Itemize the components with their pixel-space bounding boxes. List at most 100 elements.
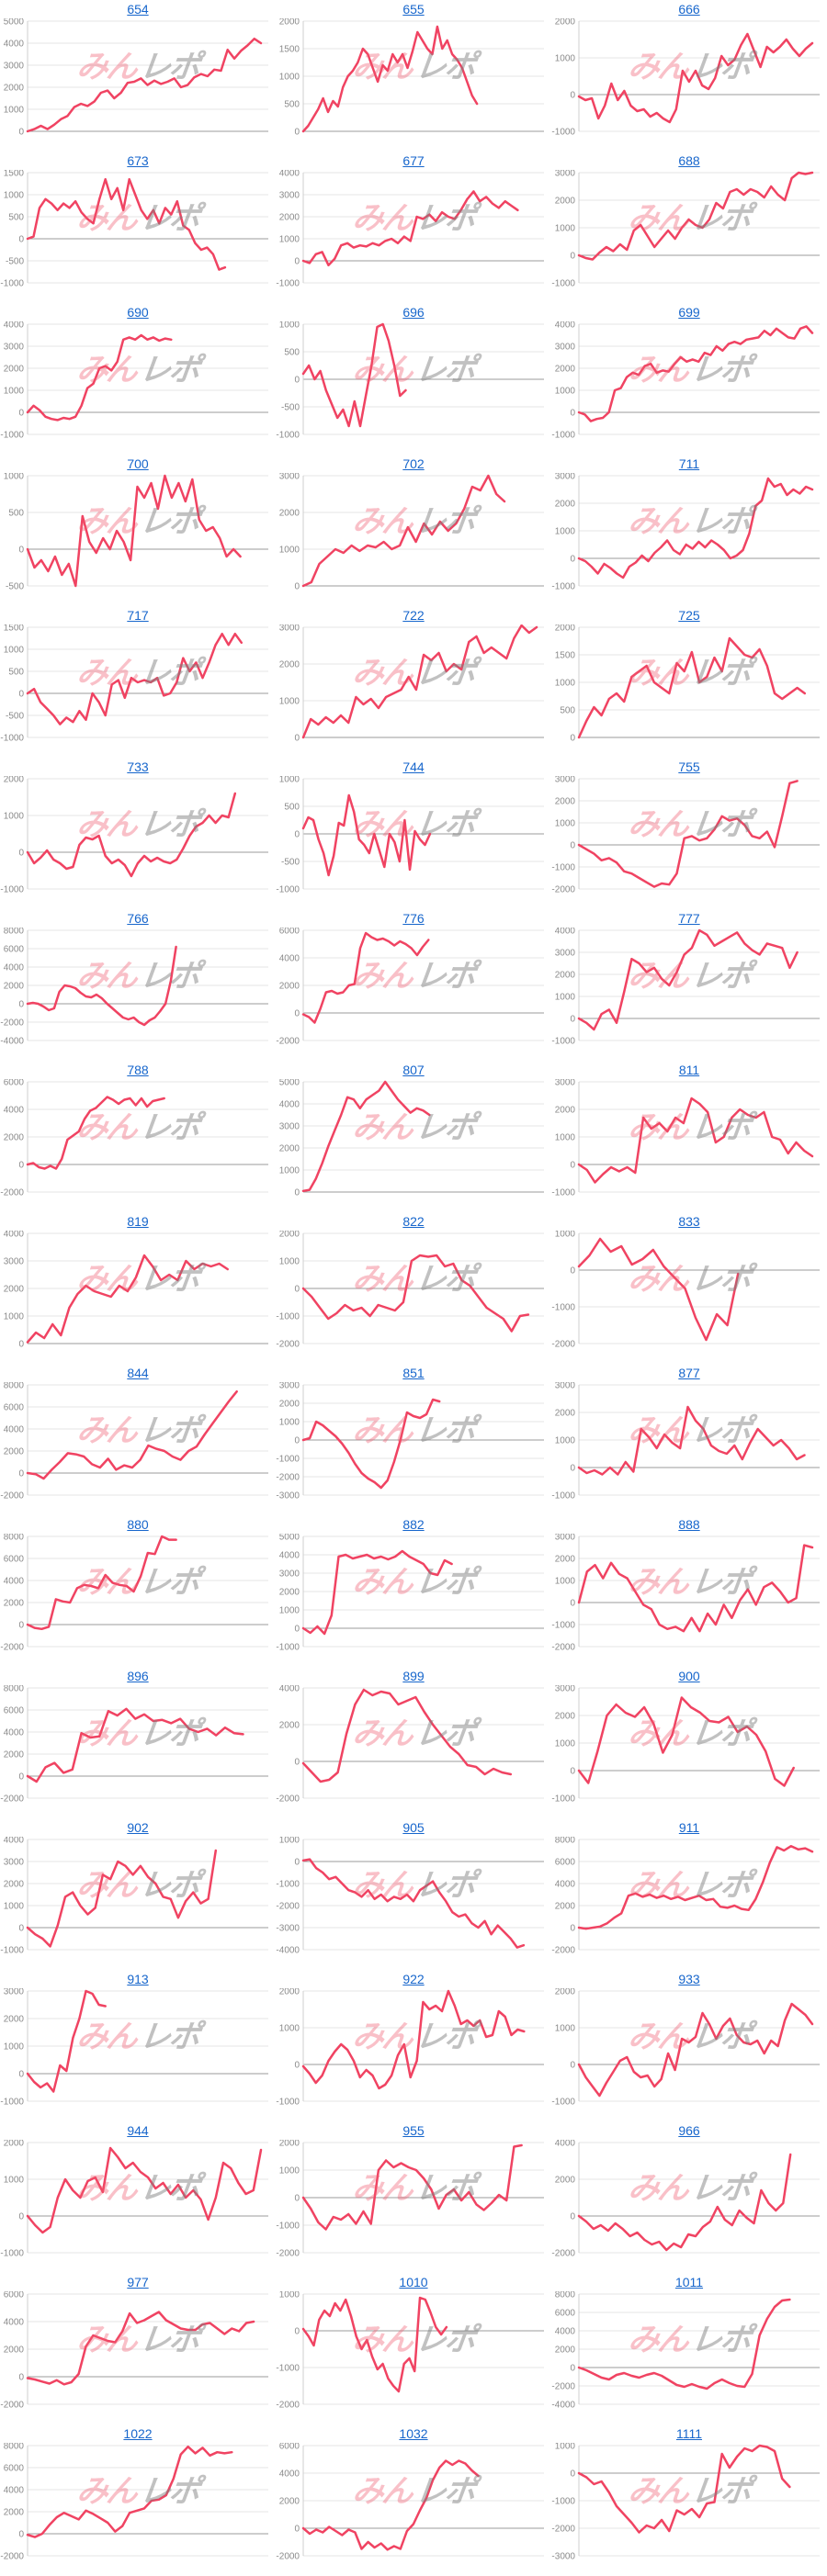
svg-text:0: 0 — [294, 257, 300, 267]
machine-number-link[interactable]: 913 — [127, 1972, 149, 1986]
machine-number-link[interactable]: 819 — [127, 1214, 149, 1229]
machine-number-link[interactable]: 880 — [127, 1517, 149, 1532]
machine-number-link[interactable]: 655 — [402, 2, 425, 17]
machine-number-link[interactable]: 700 — [127, 456, 149, 471]
machine-number-link[interactable]: 905 — [402, 1820, 425, 1835]
machine-chart-cell: 699 -1000 0 1000 2000 3000 4000 みんレポ — [551, 303, 827, 455]
line-chart-svg: -1000 0 1000 2000 — [0, 2140, 268, 2259]
machine-number-link[interactable]: 777 — [678, 911, 700, 926]
machine-number-link[interactable]: 776 — [402, 911, 425, 926]
svg-text:-2000: -2000 — [551, 2525, 575, 2535]
chart-title-row: 722 — [276, 606, 551, 624]
line-chart-svg: -2000 -1000 0 1000 2000 3000 — [551, 1534, 820, 1653]
machine-number-link[interactable]: 902 — [127, 1820, 149, 1835]
machine-number-link[interactable]: 1111 — [675, 2426, 703, 2441]
machine-number-link[interactable]: 1022 — [123, 2426, 153, 2441]
machine-number-link[interactable]: 877 — [678, 1366, 700, 1380]
svg-text:-1000: -1000 — [551, 279, 575, 289]
svg-text:3000: 3000 — [4, 1858, 25, 1868]
machine-number-link[interactable]: 922 — [402, 1972, 425, 1986]
machine-number-link[interactable]: 717 — [127, 608, 149, 623]
machine-number-link[interactable]: 944 — [127, 2123, 149, 2138]
svg-text:-2000: -2000 — [276, 1902, 300, 1912]
machine-number-link[interactable]: 666 — [678, 2, 700, 17]
svg-text:-1000: -1000 — [551, 1794, 575, 1805]
machine-number-link[interactable]: 699 — [678, 305, 700, 320]
chart-plot-area: -2000 0 2000 4000 6000 8000 みんレポ — [0, 1534, 276, 1667]
chart-title-row: 955 — [276, 2121, 551, 2140]
svg-text:1500: 1500 — [4, 170, 25, 179]
svg-text:2000: 2000 — [555, 18, 576, 28]
svg-text:2000: 2000 — [4, 2345, 25, 2356]
machine-number-link[interactable]: 744 — [402, 759, 425, 774]
machine-number-link[interactable]: 702 — [402, 456, 425, 471]
machine-number-link[interactable]: 722 — [402, 608, 425, 623]
machine-number-link[interactable]: 888 — [678, 1517, 700, 1532]
svg-text:1000: 1000 — [555, 224, 576, 234]
svg-text:3000: 3000 — [555, 1534, 576, 1543]
svg-text:1000: 1000 — [279, 1257, 300, 1267]
svg-text:-2000: -2000 — [0, 1188, 24, 1198]
svg-text:0: 0 — [18, 2373, 24, 2383]
chart-title-row: 755 — [551, 758, 827, 776]
machine-number-link[interactable]: 788 — [127, 1063, 149, 1077]
machine-chart-cell: 877 -1000 0 1000 2000 3000 みんレポ — [551, 1364, 827, 1515]
machine-number-link[interactable]: 955 — [402, 2123, 425, 2138]
machine-number-link[interactable]: 696 — [402, 305, 425, 320]
svg-text:1000: 1000 — [279, 2291, 300, 2300]
machine-number-link[interactable]: 966 — [678, 2123, 700, 2138]
svg-text:0: 0 — [294, 2194, 300, 2204]
machine-number-link[interactable]: 851 — [402, 1366, 425, 1380]
svg-text:6000: 6000 — [4, 1706, 25, 1716]
machine-number-link[interactable]: 822 — [402, 1214, 425, 1229]
line-chart-svg: -2000 0 2000 4000 — [551, 2140, 820, 2259]
machine-chart-cell: 1011 -4000 -2000 0 2000 4000 6000 8000 みんレポ — [551, 2273, 827, 2424]
line-chart-svg: -1000 0 1000 2000 — [551, 18, 820, 138]
machine-number-link[interactable]: 811 — [678, 1063, 700, 1077]
svg-text:0: 0 — [18, 1000, 24, 1010]
chart-plot-area: -2000 0 2000 4000 6000 みんレポ — [0, 1079, 276, 1212]
machine-number-link[interactable]: 654 — [127, 2, 149, 17]
machine-chart-cell: 677 -1000 0 1000 2000 3000 4000 みんレポ — [276, 152, 551, 303]
machine-number-link[interactable]: 977 — [127, 2275, 149, 2289]
svg-text:2000: 2000 — [555, 1106, 576, 1116]
line-chart-svg: -2000 0 2000 4000 6000 — [276, 2443, 544, 2562]
machine-number-link[interactable]: 933 — [678, 1972, 700, 1986]
machine-number-link[interactable]: 911 — [678, 1820, 700, 1835]
machine-number-link[interactable]: 1032 — [399, 2426, 428, 2441]
machine-chart-cell: 819 0 1000 2000 3000 4000 みんレポ — [0, 1212, 276, 1364]
machine-chart-cell: 911 -2000 0 2000 4000 6000 8000 みんレポ — [551, 1818, 827, 1970]
machine-number-link[interactable]: 807 — [402, 1063, 425, 1077]
machine-number-link[interactable]: 833 — [678, 1214, 700, 1229]
svg-text:-1000: -1000 — [551, 582, 575, 592]
line-chart-svg: -1000 0 1000 2000 3000 4000 — [551, 321, 820, 441]
svg-text:-500: -500 — [281, 858, 300, 868]
machine-number-link[interactable]: 896 — [127, 1669, 149, 1683]
svg-text:-1000: -1000 — [276, 1312, 300, 1322]
svg-text:0: 0 — [294, 2061, 300, 2071]
machine-number-link[interactable]: 688 — [678, 153, 700, 168]
machine-number-link[interactable]: 844 — [127, 1366, 149, 1380]
machine-number-link[interactable]: 673 — [127, 153, 149, 168]
machine-number-link[interactable]: 755 — [678, 759, 700, 774]
machine-number-link[interactable]: 899 — [402, 1669, 425, 1683]
machine-number-link[interactable]: 690 — [127, 305, 149, 320]
chart-title-row: 673 — [0, 152, 276, 170]
machine-number-link[interactable]: 900 — [678, 1669, 700, 1683]
machine-number-link[interactable]: 1010 — [399, 2275, 428, 2289]
machine-chart-cell: 673 -1000 -500 0 500 1000 1500 みんレポ — [0, 152, 276, 303]
chart-plot-area: -1000 0 1000 2000 3000 4000 みんレポ — [551, 321, 827, 455]
machine-number-link[interactable]: 882 — [402, 1517, 425, 1532]
machine-number-link[interactable]: 766 — [127, 911, 149, 926]
machine-number-link[interactable]: 711 — [678, 456, 700, 471]
machine-number-link[interactable]: 733 — [127, 759, 149, 774]
machine-number-link[interactable]: 1011 — [674, 2275, 704, 2289]
svg-text:1500: 1500 — [555, 651, 576, 661]
machine-chart-cell: 900 -1000 0 1000 2000 3000 みんレポ — [551, 1667, 827, 1818]
svg-text:2000: 2000 — [555, 1555, 576, 1565]
svg-text:1000: 1000 — [555, 527, 576, 537]
machine-number-link[interactable]: 677 — [402, 153, 425, 168]
svg-text:1000: 1000 — [279, 1837, 300, 1846]
svg-text:1000: 1000 — [555, 819, 576, 829]
machine-number-link[interactable]: 725 — [678, 608, 700, 623]
